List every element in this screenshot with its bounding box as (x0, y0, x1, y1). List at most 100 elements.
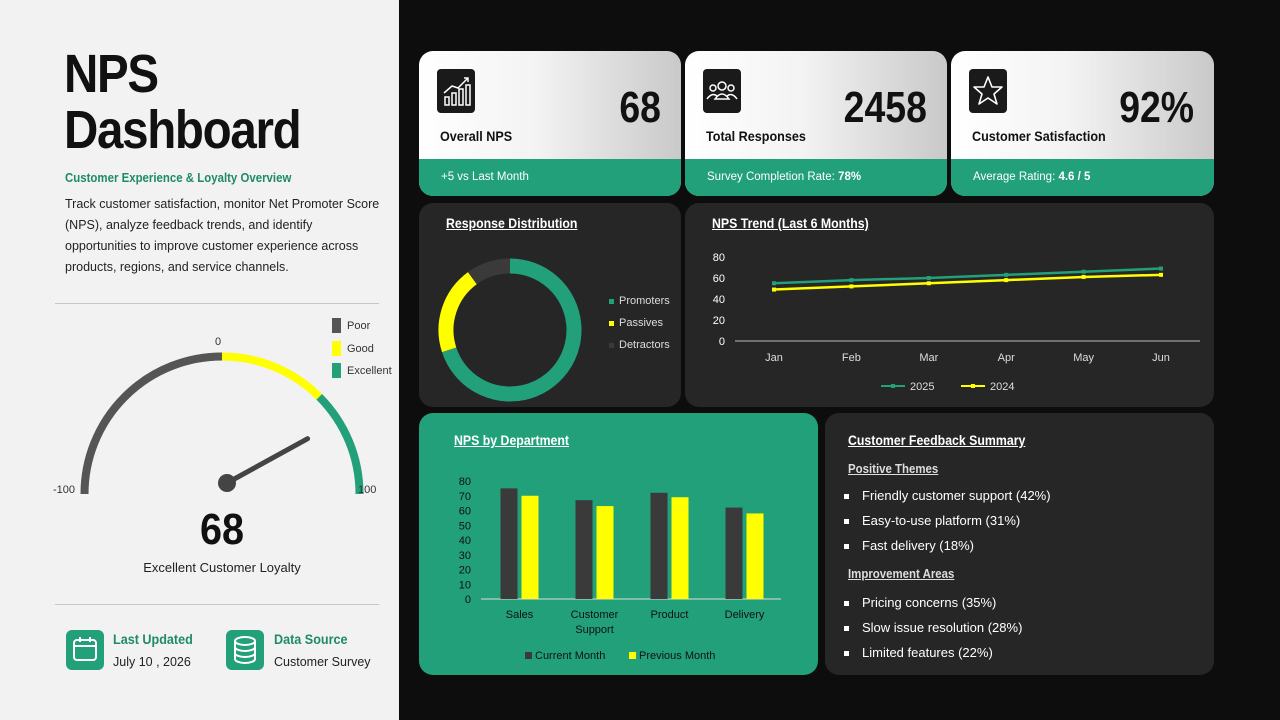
legend-label: 2024 (990, 381, 1014, 393)
panel-title: NPS by Department (454, 432, 570, 448)
legend-label: 2025 (910, 381, 934, 393)
data-source-title: Data Source (274, 631, 348, 647)
kpi-footer: Average Rating: 4.6 / 5 (951, 159, 1214, 196)
y-tick-label: 10 (459, 579, 471, 591)
list-item: Fast delivery (18%) (844, 538, 974, 553)
kpi-label: Customer Satisfaction (972, 128, 1106, 144)
gauge-legend-good: Good (332, 341, 374, 356)
data-point (772, 287, 776, 292)
divider (55, 604, 379, 605)
y-tick-label: 0 (719, 336, 725, 348)
legend-label: Passives (619, 317, 664, 329)
series-line-2025 (773, 267, 1162, 285)
y-tick-label: 40 (713, 294, 725, 306)
y-tick-label: 40 (459, 535, 471, 547)
kpi-label: Overall NPS (440, 128, 513, 144)
list-item: Easy-to-use platform (31%) (843, 513, 1021, 528)
left-panel: NPS Dashboard Customer Experience & Loya… (0, 0, 399, 720)
legend-swatch (332, 341, 341, 356)
y-tick-label: 70 (459, 491, 471, 503)
y-tick-label: 20 (459, 565, 471, 577)
feedback-summary-panel: Customer Feedback Summary Positive Theme… (825, 413, 1214, 675)
gauge-min-label: -100 (53, 484, 76, 496)
donut-slice-passives (438, 272, 478, 353)
gauge-arc-poor (80, 352, 223, 495)
list-item: Slow issue resolution (28%) (843, 620, 1023, 635)
gauge-caption: Excellent Customer Loyalty (143, 560, 301, 575)
improvement-areas-title: Improvement Areas (848, 566, 955, 581)
legend-detractors: Detractors (609, 339, 670, 351)
kpi-footer-value: 78% (838, 171, 862, 183)
x-tick-label: Product (651, 609, 689, 621)
bar-previous (746, 513, 764, 599)
kpi-value: 92% (1119, 83, 1194, 132)
last-updated-title: Last Updated (113, 631, 193, 647)
x-tick-label: Feb (842, 352, 861, 364)
legend-marker (891, 384, 895, 388)
kpi-footer-text: Survey Completion Rate: (707, 171, 839, 183)
legend-label: Good (347, 342, 374, 355)
legend-label: Promoters (619, 295, 670, 307)
legend-label: Excellent (347, 364, 392, 377)
donut-slice-promoters (442, 258, 582, 402)
x-tick-label: Delivery (725, 609, 765, 621)
gauge-mid-label: 0 (215, 336, 222, 348)
legend-swatch (332, 318, 341, 333)
gauge-arc-excellent (316, 393, 364, 495)
data-point (926, 276, 931, 280)
gauge-arc-good (221, 352, 323, 400)
legend-swatch (629, 652, 636, 659)
page-title: NPS Dashboard (64, 46, 302, 160)
data-point (849, 284, 854, 289)
bar-current (650, 492, 668, 599)
star-icon (969, 69, 1007, 113)
panel-title: NPS Trend (Last 6 Months) (712, 215, 869, 231)
bar-previous (671, 497, 689, 599)
title-line-2: Dashboard (64, 100, 302, 160)
x-tick-label: Jan (765, 352, 783, 364)
nps-gauge (80, 352, 364, 495)
kpi-card-total-responses: 2458 Total Responses Survey Completion R… (685, 51, 947, 196)
donut-slice-detractors (467, 258, 511, 285)
legend-passives: Passives (609, 317, 663, 329)
y-tick-label: 20 (713, 315, 725, 327)
response-distribution-panel: Response Distribution Promoters Passives… (419, 203, 681, 407)
data-point (1159, 266, 1163, 271)
data-point (1081, 269, 1086, 274)
bar-previous (596, 506, 614, 599)
data-point (849, 278, 854, 283)
y-tick-label: 50 (459, 520, 471, 532)
right-panel: 68 Overall NPS +5 vs Last Month 2458 Tot… (399, 0, 1280, 720)
gauge-max-label: 100 (358, 484, 377, 496)
gauge-legend-excellent: Excellent (332, 363, 392, 378)
gauge-needle-hub (218, 474, 236, 492)
y-tick-label: 30 (459, 550, 471, 562)
kpi-card-customer-satisfaction: 92% Customer Satisfaction Average Rating… (951, 51, 1214, 196)
legend-swatch (525, 652, 532, 659)
data-point (1159, 272, 1163, 277)
positive-themes-title: Positive Themes (848, 461, 939, 476)
kpi-label: Total Responses (706, 128, 806, 144)
bar-current (575, 500, 593, 599)
x-tick-label: Sales (506, 609, 534, 621)
database-icon (226, 630, 264, 670)
x-tick-label: May (1073, 352, 1094, 364)
kpi-footer: Survey Completion Rate: 78% (685, 159, 947, 196)
y-tick-label: 60 (713, 273, 725, 285)
legend-swatch (609, 320, 614, 326)
legend-label: Detractors (619, 339, 670, 351)
x-tick-label: Jun (1152, 352, 1170, 364)
y-tick-label: 0 (465, 594, 471, 606)
data-source-value: Customer Survey (274, 655, 371, 669)
users-icon (703, 69, 741, 113)
divider (55, 303, 379, 304)
legend-label: Previous Month (639, 650, 715, 662)
x-tick-label: Mar (919, 352, 938, 364)
data-point (1004, 278, 1009, 283)
last-updated-value: July 10 , 2026 (113, 655, 191, 669)
kpi-value: 68 (619, 83, 661, 132)
data-point (772, 281, 776, 286)
legend-swatch (332, 363, 341, 378)
x-tick-label: Apr (998, 352, 1015, 364)
kpi-footer: +5 vs Last Month (419, 159, 681, 196)
